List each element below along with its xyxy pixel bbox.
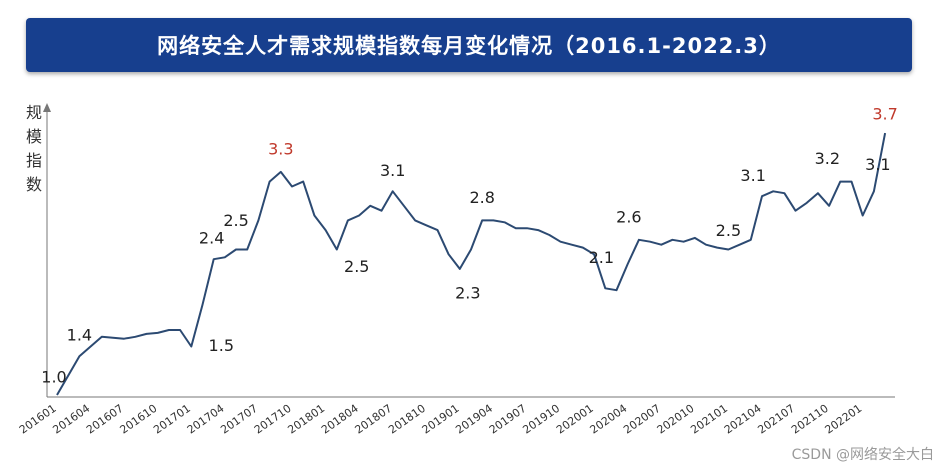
watermark: CSDN @网络安全大白	[791, 447, 934, 463]
data-label: 1.0	[41, 368, 66, 387]
x-tick-label: 201704	[185, 402, 227, 437]
data-label: 3.1	[865, 155, 890, 174]
x-tick-label: 202101	[688, 402, 730, 437]
x-tick-label: 201607	[84, 402, 126, 437]
data-label: 2.6	[616, 207, 641, 226]
x-tick-label: 202001	[554, 402, 596, 437]
x-tick-label: 201901	[420, 402, 462, 437]
data-label: 2.5	[344, 257, 369, 276]
x-tick-label: 201801	[285, 402, 327, 437]
x-tick-label: 202201	[823, 402, 865, 437]
x-tick-label: 202110	[789, 402, 831, 437]
x-tick-label: 201604	[50, 402, 92, 437]
x-tick-label: 201807	[353, 402, 395, 437]
data-label: 3.1	[740, 166, 765, 185]
x-tick-label: 201701	[151, 402, 193, 437]
data-label: 1.4	[67, 326, 92, 345]
data-label: 3.3	[268, 139, 293, 158]
data-label: 1.5	[209, 336, 234, 355]
x-tick-label: 201804	[319, 402, 361, 437]
data-label: 2.3	[455, 283, 480, 302]
y-axis-arrow	[43, 103, 51, 112]
x-tick-label: 201601	[17, 402, 59, 437]
x-tick-label: 202104	[722, 402, 764, 437]
x-tick-label: 201710	[252, 402, 294, 437]
title-banner: 网络安全人才需求规模指数每月变化情况（2016.1-2022.3）	[26, 18, 912, 72]
x-tick-label: 201707	[218, 402, 260, 437]
chart-title: 网络安全人才需求规模指数每月变化情况（2016.1-2022.3）	[157, 34, 781, 58]
x-tick-label: 201610	[118, 402, 160, 437]
data-label: 2.4	[199, 229, 224, 248]
data-label: 3.1	[380, 161, 405, 180]
data-label: 2.1	[589, 248, 614, 267]
x-tick-label: 201810	[386, 402, 428, 437]
data-label: 2.8	[469, 188, 494, 207]
data-label: 3.2	[815, 149, 840, 168]
data-label: 2.5	[223, 211, 248, 230]
x-tick-label: 202010	[655, 402, 697, 437]
series-line	[56, 132, 887, 396]
x-tick-label: 202004	[588, 402, 630, 437]
x-tick-label: 201910	[520, 402, 562, 437]
x-tick-label: 201907	[487, 402, 529, 437]
x-tick-label: 202107	[755, 402, 797, 437]
y-axis-label: 规模指数	[23, 104, 42, 200]
data-label: 3.7	[872, 105, 897, 124]
data-label: 2.5	[716, 221, 741, 240]
x-tick-label: 202007	[621, 402, 663, 437]
x-tick-label: 201904	[453, 402, 495, 437]
